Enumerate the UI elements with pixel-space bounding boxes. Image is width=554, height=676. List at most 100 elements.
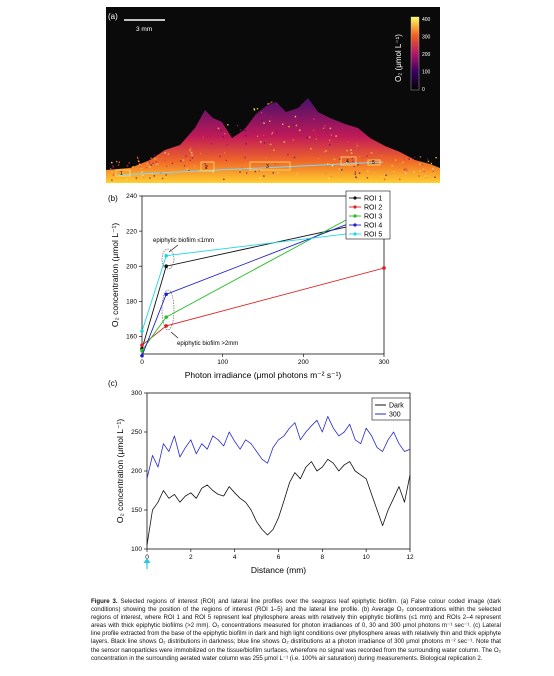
heatmap-speckle: [263, 122, 265, 124]
y-tick-label: 150: [131, 507, 142, 514]
colorbar: [410, 16, 420, 91]
heatmap-speckle: [361, 156, 364, 159]
heatmap-speckle: [258, 169, 261, 172]
heatmap-speckle: [273, 149, 275, 151]
data-point: [140, 343, 144, 348]
x-tick-label: 12: [406, 554, 414, 561]
heatmap-speckle: [328, 177, 330, 180]
heatmap-speckle: [393, 170, 395, 173]
roi-box-5: [367, 159, 381, 166]
heatmap-speckle: [182, 159, 185, 161]
heatmap-speckle: [366, 179, 369, 182]
heatmap-speckle: [190, 147, 192, 150]
x-tick-label: 0: [145, 554, 149, 561]
panel-a-label: (a): [108, 12, 118, 21]
heatmap-speckle: [418, 175, 420, 177]
heatmap-speckle: [254, 170, 257, 173]
series-line: [141, 267, 385, 346]
heatmap-speckle: [236, 124, 239, 127]
heatmap-speckle: [274, 163, 277, 165]
heatmap-speckle: [435, 157, 437, 159]
heatmap-speckle: [354, 173, 356, 175]
heatmap-speckle: [200, 152, 202, 155]
roi-box-4: [340, 156, 357, 166]
heatmap-speckle: [128, 162, 130, 164]
heatmap-speckle: [149, 177, 151, 179]
scale-bar-label: 3 mm: [136, 26, 152, 33]
heatmap-speckle: [272, 133, 274, 136]
heatmap-speckle: [355, 176, 357, 178]
heatmap-speckle: [223, 178, 225, 181]
heatmap-speckle: [140, 169, 143, 172]
legend-label: ROI 3: [364, 214, 382, 221]
heatmap-speckle: [358, 155, 361, 158]
heatmap-speckle: [263, 175, 265, 177]
heatmap-speckle: [137, 159, 140, 162]
y-tick-label: 100: [131, 546, 142, 553]
y-tick-label: 180: [126, 299, 137, 306]
annotation-arrow-thin: [168, 244, 179, 253]
heatmap-speckle: [421, 164, 423, 166]
heatmap-speckle: [184, 156, 186, 158]
heatmap-speckle: [227, 124, 229, 126]
heatmap-speckle: [180, 160, 182, 162]
heatmap-speckle: [261, 119, 263, 121]
heatmap-speckle: [434, 176, 436, 178]
heatmap-speckle: [136, 156, 139, 158]
heatmap-speckle: [360, 161, 362, 163]
heatmap-speckle: [276, 103, 278, 105]
heatmap-speckle: [263, 134, 265, 136]
heatmap-speckle: [335, 135, 337, 137]
legend-label: ROI 4: [364, 223, 382, 230]
heatmap-speckle: [329, 127, 332, 130]
heatmap-speckle: [224, 133, 226, 135]
heatmap-speckle: [394, 159, 397, 161]
heatmap-speckle: [406, 168, 408, 170]
heatmap-speckle: [262, 108, 265, 111]
heatmap-speckle: [239, 169, 241, 171]
heatmap-speckle: [325, 150, 327, 152]
heatmap-speckle: [126, 165, 129, 167]
heatmap-speckle: [190, 151, 193, 154]
y-axis-label: O₂ concentration (μmol L⁻¹): [115, 419, 125, 523]
y-tick-label: 200: [131, 468, 142, 475]
heatmap-speckle: [405, 168, 407, 170]
heatmap-speckle: [346, 149, 348, 152]
heatmap-speckle: [244, 130, 246, 132]
heatmap-speckle: [331, 165, 333, 167]
start-arrow-head: [143, 558, 151, 563]
heatmap-speckle: [143, 176, 145, 179]
heatmap-speckle: [210, 143, 213, 145]
y-tick-label: 220: [126, 228, 137, 235]
legend-marker: [353, 196, 357, 200]
heatmap-speckle: [271, 131, 274, 134]
heatmap-speckle: [308, 136, 311, 138]
heatmap-speckle: [152, 162, 154, 164]
annotation-thick-biofilm: epiphytic biofilm >2mm: [177, 341, 238, 347]
line-profile: [117, 161, 384, 176]
heatmap-speckle: [295, 118, 297, 121]
heatmap-speckle: [405, 172, 407, 174]
x-axis-label: Photon irradiance (μmol photons m⁻² s⁻¹): [185, 370, 342, 380]
heatmap-speckle: [356, 145, 358, 147]
heatmap-speckle: [164, 159, 166, 162]
biofilm-area: [106, 98, 440, 183]
heatmap-speckle: [167, 153, 170, 155]
heatmap-speckle: [295, 124, 298, 127]
annotation-arrow-thick: [170, 331, 179, 339]
heatmap-speckle: [403, 157, 405, 159]
heatmap-speckle: [369, 158, 372, 160]
heatmap-speckle: [413, 156, 416, 158]
data-point: [140, 329, 144, 333]
heatmap-speckle: [165, 174, 167, 176]
heatmap-speckle: [413, 171, 415, 173]
x-tick-label: 0: [140, 359, 144, 366]
heatmap-speckle: [212, 171, 214, 173]
heatmap-speckle: [153, 154, 155, 156]
heatmap-speckle: [288, 125, 290, 128]
heatmap-speckle: [408, 158, 410, 160]
heatmap-speckle: [135, 177, 137, 179]
annotation-ring-thin: [161, 248, 175, 270]
figure-caption: Figure 3. Selected regions of interest (…: [91, 598, 501, 663]
heatmap-speckle: [293, 124, 295, 126]
